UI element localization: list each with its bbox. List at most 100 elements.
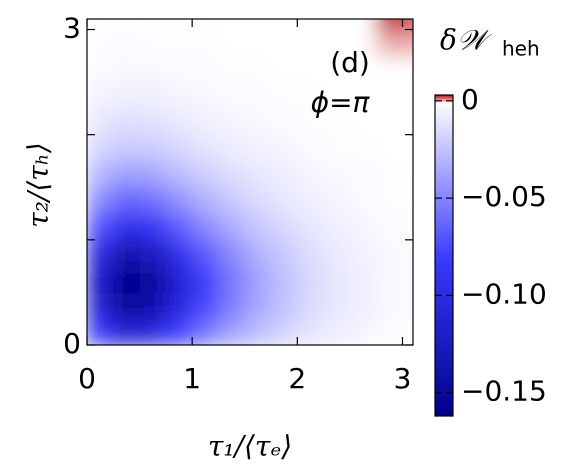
heatmap-cell — [323, 318, 351, 345]
heatmap-cell — [376, 318, 403, 345]
heatmap-cell — [297, 19, 325, 31]
heatmap-cell — [113, 318, 141, 345]
heatmap-cell — [349, 187, 377, 215]
heatmap-cell — [297, 108, 325, 136]
heatmap-cell — [218, 187, 246, 215]
heatmap-cell — [139, 55, 167, 83]
heatmap-cell — [271, 213, 298, 241]
heatmap-cell — [271, 82, 298, 109]
heatmap-cell — [349, 266, 377, 293]
heatmap-cell — [297, 292, 325, 320]
heatmap-cell — [87, 266, 114, 293]
y-axis-label: τ₂/⟨τₕ⟩ — [22, 142, 55, 228]
heatmap-cell — [165, 318, 193, 345]
y-tick-label: 3 — [63, 12, 81, 45]
heatmap-cell — [244, 108, 272, 136]
heatmap-cell — [402, 187, 413, 215]
x-axis-label: τ₁/⟨τₑ⟩ — [208, 430, 292, 463]
heatmap-cell — [87, 55, 114, 83]
heatmap-cell — [376, 55, 403, 83]
heatmap-cell — [218, 213, 246, 241]
heatmap-cell — [402, 55, 413, 83]
heatmap-cell — [113, 187, 141, 215]
colorbar-tick-label: −0.05 — [461, 180, 547, 213]
heatmap-cell — [87, 187, 114, 215]
heatmap-cell — [218, 160, 246, 188]
heatmap-cell — [165, 239, 193, 267]
heatmap-cell — [113, 239, 141, 267]
heatmap-cell — [349, 55, 377, 83]
heatmap-cell — [271, 292, 298, 320]
heatmap-cell — [139, 108, 167, 136]
heatmap-cell — [323, 19, 351, 31]
heatmap-cell — [271, 187, 298, 215]
heatmap-cell — [139, 160, 167, 188]
heatmap-cell — [323, 266, 351, 293]
heatmap-cell — [376, 108, 403, 136]
x-tick-label: 0 — [78, 362, 96, 395]
heatmap-cell — [218, 29, 246, 57]
heatmap-cell — [402, 318, 413, 345]
heatmap-cell — [323, 292, 351, 320]
heatmap-cell — [192, 134, 219, 162]
heatmap-cell — [297, 266, 325, 293]
heatmap-cell — [139, 318, 167, 345]
heatmap-cell — [87, 318, 114, 345]
heatmap-cell — [87, 19, 114, 31]
y-tick-label: 0 — [63, 327, 81, 360]
heatmap-cell — [244, 266, 272, 293]
heatmap-cell — [402, 213, 413, 241]
heatmap-cell — [349, 82, 377, 109]
heatmap-cell — [192, 239, 219, 267]
heatmap-cell — [192, 292, 219, 320]
heatmap-cell — [218, 108, 246, 136]
heatmap-cell — [192, 108, 219, 136]
heatmap-cell — [139, 19, 167, 31]
heatmap-cell — [244, 292, 272, 320]
heatmap-cell — [297, 318, 325, 345]
heatmap-cell — [113, 292, 141, 320]
heatmap-cell — [297, 239, 325, 267]
heatmap-cell — [87, 160, 114, 188]
colorbar-label-subscript: heh — [502, 37, 540, 61]
heatmap-cell — [192, 266, 219, 293]
heatmap-cell — [297, 55, 325, 83]
heatmap — [87, 19, 413, 345]
heatmap-cell — [87, 29, 114, 57]
heatmap-cell — [376, 292, 403, 320]
heatmap-cell — [87, 82, 114, 109]
annotation: (d) — [330, 46, 370, 79]
heatmap-cell — [218, 318, 246, 345]
heatmap-cell — [402, 160, 413, 188]
heatmap-cell — [271, 19, 298, 31]
heatmap-cell — [218, 82, 246, 109]
heatmap-cell — [349, 19, 377, 31]
heatmap-cell — [402, 19, 413, 31]
heatmap-cell — [113, 266, 141, 293]
heatmap-cell — [87, 292, 114, 320]
heatmap-cell — [113, 55, 141, 83]
heatmap-cell — [244, 213, 272, 241]
heatmap-cell — [244, 82, 272, 109]
heatmap-cell — [271, 318, 298, 345]
heatmap-cell — [402, 239, 413, 267]
heatmap-cell — [113, 82, 141, 109]
heatmap-cell — [402, 108, 413, 136]
heatmap-cell — [376, 82, 403, 109]
heatmap-cell — [165, 19, 193, 31]
colorbar-tick-label: −0.10 — [461, 277, 547, 310]
heatmap-cell — [349, 292, 377, 320]
heatmap-cell — [244, 29, 272, 57]
heatmap-cell — [244, 19, 272, 31]
annotation: ϕ=π — [311, 86, 371, 119]
heatmap-cell — [113, 108, 141, 136]
heatmap-cell — [323, 239, 351, 267]
heatmap-cell — [297, 213, 325, 241]
heatmap-cell — [244, 134, 272, 162]
heatmap-cell — [271, 134, 298, 162]
heatmap-cell — [139, 239, 167, 267]
heatmap-cells — [87, 19, 413, 345]
heatmap-cell — [402, 82, 413, 109]
heatmap-cell — [271, 108, 298, 136]
colorbar — [434, 94, 454, 417]
